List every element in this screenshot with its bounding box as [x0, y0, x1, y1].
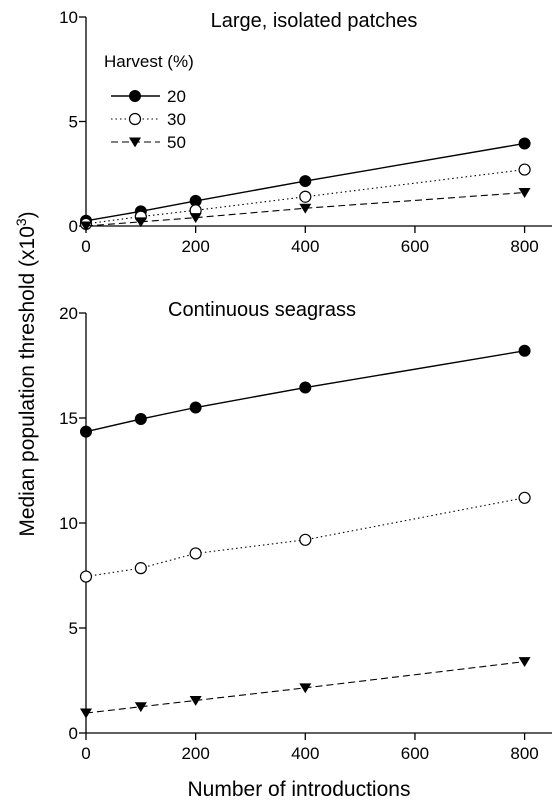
data-point [518, 137, 531, 150]
data-point [189, 547, 202, 560]
series-20 [80, 344, 531, 438]
x-tick-label: 400 [291, 744, 319, 763]
legend-marker [129, 137, 141, 148]
data-point [134, 562, 147, 575]
chart-title: Large, isolated patches [211, 10, 418, 32]
y-tick-label: 10 [59, 514, 78, 533]
data-point [518, 491, 531, 504]
panel-1: 0 5 10 0 200 400 600 800 Large, isolated patches… [59, 8, 552, 256]
data-point [134, 217, 147, 228]
legend-entry: 50 [167, 133, 186, 152]
data-point [299, 533, 312, 546]
y-tick-label: 5 [69, 619, 78, 638]
legend-entry: 30 [167, 110, 186, 129]
data-point [189, 401, 202, 414]
legend-marker [128, 112, 142, 126]
data-point [80, 425, 92, 438]
legend: Harvest (%) 20 30 50 [104, 52, 194, 152]
data-point [189, 695, 202, 706]
y-axis-label-superscript: 3 [13, 218, 29, 226]
x-tick-label: 0 [81, 744, 90, 763]
data-point [518, 163, 531, 176]
data-point [518, 188, 531, 198]
y-axis-label-end: ) [16, 211, 39, 218]
series-line [85, 192, 525, 227]
data-point [299, 683, 312, 694]
series-30 [79, 491, 531, 583]
y-tick-label: 10 [59, 8, 78, 27]
data-point [80, 221, 92, 232]
x-tick-label: 800 [510, 744, 538, 763]
x-tick-label: 200 [181, 744, 209, 763]
y-tick-label: 20 [59, 304, 78, 323]
series-line [85, 169, 525, 225]
y-tick-label: 5 [69, 113, 78, 132]
legend-title: Harvest (%) [104, 52, 194, 71]
data-point [189, 213, 202, 224]
data-point [518, 344, 531, 357]
legend-entry: 20 [167, 87, 186, 106]
x-tick-label: 400 [291, 237, 319, 256]
x-axis-label: Number of introductions [188, 778, 411, 801]
x-tick-label: 200 [181, 237, 209, 256]
x-tick-label: 800 [510, 237, 538, 256]
data-point [299, 175, 312, 188]
y-tick-label: 15 [59, 409, 78, 428]
data-point [79, 570, 93, 583]
x-tick-label: 600 [401, 237, 429, 256]
y-tick-label: 0 [69, 724, 78, 743]
series-50 [80, 657, 531, 719]
x-tick-label: 0 [81, 237, 90, 256]
y-axis-label-main: Median population threshold (x10 [16, 226, 39, 537]
series-line [85, 497, 525, 578]
data-point [518, 657, 531, 667]
x-tick-label: 600 [401, 744, 429, 763]
data-point [134, 413, 147, 426]
chart-title: Continuous seagrass [168, 299, 356, 321]
data-point [80, 708, 92, 719]
y-axis-label: Median population threshold (x103) [13, 211, 39, 536]
data-point [134, 702, 147, 713]
data-point [299, 203, 312, 214]
data-point [299, 381, 312, 394]
legend-marker [129, 90, 141, 102]
series-50 [80, 188, 531, 232]
data-point [299, 190, 312, 203]
y-tick-label: 0 [69, 217, 78, 236]
